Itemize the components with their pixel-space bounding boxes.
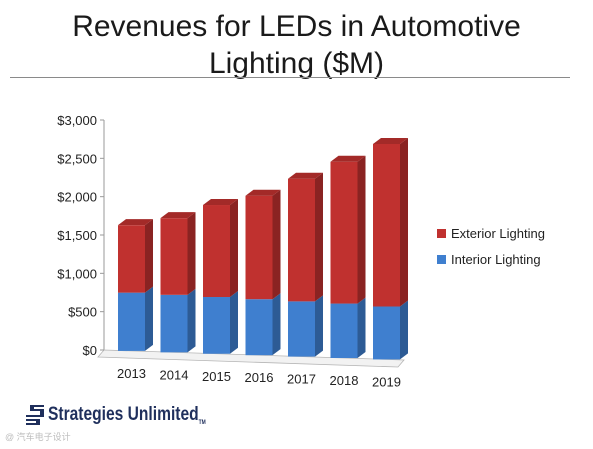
title-divider	[10, 77, 570, 78]
legend-label: Exterior Lighting	[451, 226, 545, 241]
chart-bars	[118, 137, 408, 360]
bar-exterior-lighting-side	[357, 155, 366, 304]
y-tick-label: $1,000	[57, 266, 97, 281]
bar-interior-lighting	[288, 301, 315, 357]
y-axis-tick-labels: $0 $500 $1,000 $1,500 $2,000 $2,500 $3,000	[57, 113, 97, 358]
x-tick-label: 2018	[330, 373, 359, 388]
x-tick-label: 2014	[160, 367, 189, 382]
bar-exterior-lighting	[245, 195, 273, 300]
chart-axes	[97, 119, 405, 368]
bar-top	[245, 189, 281, 196]
bar-interior-lighting-side	[357, 297, 366, 358]
bar-exterior-lighting	[288, 178, 315, 302]
x-tick-label: 2017	[287, 372, 316, 387]
bar-interior-lighting	[160, 294, 188, 353]
watermark: @ 汽车电子设计	[5, 432, 71, 442]
logo-mark-icon	[26, 405, 44, 425]
bar-interior-lighting	[118, 292, 145, 351]
x-tick-label: 2013	[117, 366, 146, 381]
bar-exterior-lighting	[118, 225, 145, 293]
bar-interior-lighting-side	[187, 288, 196, 353]
bar-top	[160, 212, 196, 219]
x-tick-label: 2015	[202, 369, 231, 384]
x-tick-label: 2016	[245, 370, 274, 385]
legend-label: Interior Lighting	[451, 252, 541, 267]
bar-exterior-lighting	[373, 143, 400, 307]
bar-exterior-lighting-side	[145, 219, 153, 293]
bar-top	[373, 137, 408, 144]
y-tick-label: $2,000	[57, 190, 97, 205]
y-tick-label: $0	[83, 343, 97, 358]
logo-text: Strategies UnlimitedTM	[48, 404, 206, 426]
bar-top	[203, 199, 238, 206]
chart-floor	[97, 349, 405, 368]
x-axis-tick-labels: 2013 2014 2015 2016 2017 2018 2019	[117, 366, 401, 390]
bar-exterior-lighting-side	[400, 137, 408, 307]
bar-top	[118, 219, 153, 226]
y-tick-label: $3,000	[57, 113, 97, 128]
chart-legend: Exterior Lighting Interior Lighting	[437, 226, 545, 267]
x-tick-label: 2019	[372, 374, 401, 389]
bar-interior-lighting-side	[315, 295, 323, 357]
y-tick-label: $500	[68, 305, 97, 320]
legend-swatch	[437, 255, 446, 264]
bar-interior-lighting-side	[145, 286, 153, 351]
bar-interior-lighting	[373, 306, 400, 360]
bar-exterior-lighting	[330, 161, 358, 304]
bar-interior-lighting-side	[230, 291, 238, 354]
bar-exterior-lighting	[160, 218, 188, 295]
bar-exterior-lighting-side	[272, 189, 281, 300]
slide-title: Revenues for LEDs in Automotive Lighting…	[72, 10, 521, 80]
bar-interior-lighting-side	[400, 300, 408, 360]
bar-top	[288, 172, 323, 179]
y-tick-label: $2,500	[57, 151, 97, 166]
bar-top	[330, 155, 366, 162]
bar-interior-lighting	[203, 297, 230, 354]
bar-exterior-lighting-side	[187, 212, 196, 295]
bar-exterior-lighting-side	[315, 172, 323, 302]
legend-swatch	[437, 229, 446, 238]
y-tick-label: $1,500	[57, 228, 97, 243]
bar-exterior-lighting-side	[230, 199, 238, 298]
bar-exterior-lighting	[203, 205, 230, 298]
bar-interior-lighting	[245, 299, 273, 356]
bar-interior-lighting-side	[272, 293, 281, 356]
bar-interior-lighting	[330, 303, 358, 358]
